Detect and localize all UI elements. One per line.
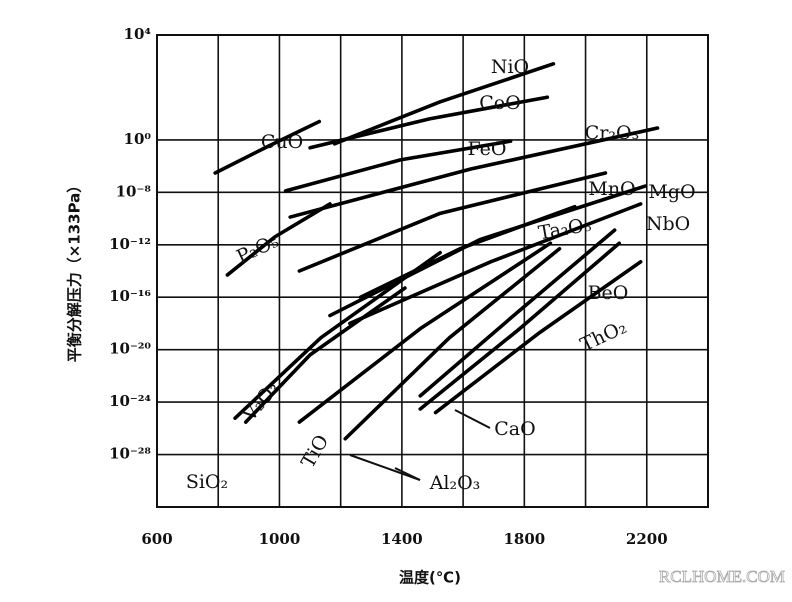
y-tick-label: 10⁻²⁴ bbox=[109, 392, 151, 410]
leader-line bbox=[349, 454, 421, 481]
series-label: FeO bbox=[468, 138, 507, 160]
y-tick-label: 10⁰ bbox=[124, 130, 152, 148]
data-line bbox=[343, 246, 562, 441]
data-line bbox=[418, 228, 617, 398]
data-line bbox=[308, 95, 550, 150]
series-label: TiO bbox=[297, 431, 333, 472]
series-label: BeO bbox=[588, 282, 629, 304]
x-axis-label: 温度(℃) bbox=[399, 569, 461, 587]
data-line bbox=[233, 250, 442, 420]
y-tick-label: 10⁻²⁸ bbox=[109, 445, 151, 463]
series-label: P₂O₅ bbox=[233, 230, 282, 268]
y-tick-label: 10⁻²⁰ bbox=[109, 340, 151, 358]
y-tick-label: 10⁻¹² bbox=[109, 235, 151, 253]
series-label: NbO bbox=[646, 213, 690, 235]
series-label: NiO bbox=[491, 56, 529, 78]
series-label: CuO bbox=[261, 131, 303, 153]
series-label: CoO bbox=[479, 92, 521, 114]
data-line bbox=[433, 260, 643, 415]
series-label: SiO₂ bbox=[186, 471, 228, 493]
x-tick-label: 1400 bbox=[381, 530, 423, 548]
data-line bbox=[213, 119, 322, 175]
y-tick-label: 10⁻¹⁶ bbox=[109, 287, 151, 305]
series-label: MgO bbox=[648, 181, 695, 203]
data-line bbox=[283, 139, 513, 193]
y-tick-label: 10⁻⁸ bbox=[116, 182, 152, 200]
data-line bbox=[332, 62, 556, 146]
data-line bbox=[288, 126, 660, 219]
y-tick-label: 10⁴ bbox=[124, 25, 152, 43]
data-line bbox=[297, 171, 608, 273]
leader-line bbox=[394, 467, 421, 481]
data-line bbox=[348, 202, 643, 326]
x-tick-label: 2200 bbox=[626, 530, 668, 548]
data-line bbox=[243, 286, 407, 424]
data-line bbox=[358, 204, 577, 300]
series-label: CaO bbox=[494, 418, 535, 440]
data-line bbox=[297, 241, 553, 424]
x-tick-label: 1000 bbox=[259, 530, 301, 548]
x-tick-label: 600 bbox=[141, 530, 172, 548]
x-tick-label: 1800 bbox=[503, 530, 545, 548]
watermark: RCLHOME.COM bbox=[659, 567, 785, 586]
leader-line bbox=[454, 409, 491, 429]
y-axis-label: 平衡分解压力（×133Pa） bbox=[66, 178, 84, 363]
series-label: Cr₂O₃ bbox=[585, 122, 639, 144]
series-label: Al₂O₃ bbox=[429, 472, 481, 494]
data-line bbox=[418, 241, 622, 411]
data-line bbox=[225, 202, 332, 277]
